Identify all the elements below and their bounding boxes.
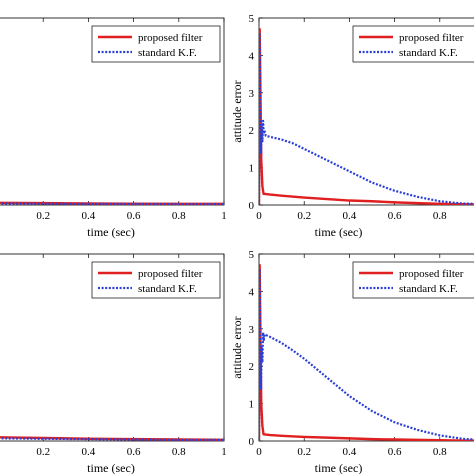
x-tick-label: 1: [221, 446, 227, 458]
y-axis-label: attitude error: [230, 80, 244, 142]
legend-box: [352, 261, 474, 299]
x-axis-label: time (sec): [87, 225, 135, 239]
chart-top-right: 0 0.2 0.4 0.6 0.8 0 1 2 3 4 5 time (sec) attitude er…: [230, 13, 474, 239]
x-tick-label: 0.6: [388, 210, 402, 222]
y-tick-label: 4: [249, 50, 255, 62]
series-line-standard-kf: [259, 31, 474, 205]
legend-box: [91, 261, 221, 299]
chart-bottom-left: 0.2 0.4 0.6 0.8 1 time (sec) proposed filter st…: [0, 253, 227, 474]
y-tick-label: 2: [249, 361, 255, 373]
y-tick-label: 1: [249, 399, 255, 411]
y-tick-label: 3: [249, 324, 255, 336]
y-tick-label: 3: [249, 88, 255, 100]
x-tick-label: 0.6: [388, 446, 402, 458]
legend-label: proposed filter: [138, 268, 203, 280]
x-tick-label: 0.2: [36, 446, 50, 458]
y-tick-label: 0: [249, 200, 255, 212]
legend-box: [352, 25, 474, 63]
series-line-standard-kf: [259, 267, 474, 441]
y-tick-label: 2: [249, 125, 255, 137]
legend-label: proposed filter: [399, 32, 464, 44]
x-tick-label: 0.4: [82, 446, 96, 458]
legend-label: standard K.F.: [138, 47, 197, 59]
x-tick-label: 0.2: [297, 210, 311, 222]
legend-label: proposed filter: [138, 32, 203, 44]
legend-label: proposed filter: [399, 268, 464, 280]
x-axis-label: time (sec): [87, 461, 135, 474]
x-tick-label: 0.4: [343, 446, 357, 458]
x-tick-label: 0.6: [127, 210, 141, 222]
y-tick-label: 5: [249, 249, 255, 261]
series-line-standard-kf: [0, 202, 224, 205]
x-tick-label: 0.2: [36, 210, 50, 222]
y-tick-label: 1: [249, 163, 255, 175]
x-axis-label: time (sec): [315, 461, 363, 474]
legend-label: standard K.F.: [399, 47, 458, 59]
x-tick-label: 0.4: [343, 210, 357, 222]
chart-bottom-right: 0 0.2 0.4 0.6 0.8 0 1 2 3 4 5 time (sec) attitude er…: [230, 249, 474, 474]
x-axis-label: time (sec): [315, 225, 363, 239]
legend-label: standard K.F.: [138, 283, 197, 295]
x-tick-label: 0.4: [82, 210, 96, 222]
x-tick-label: 0.8: [433, 446, 447, 458]
x-tick-label: 0.2: [297, 446, 311, 458]
x-tick-label: 0.8: [172, 446, 186, 458]
series-line-standard-kf: [0, 437, 224, 441]
y-tick-label: 0: [249, 436, 255, 448]
legend-label: standard K.F.: [399, 283, 458, 295]
y-axis-label: attitude error: [230, 316, 244, 378]
y-tick-label: 5: [249, 13, 255, 25]
x-tick-label: 0: [256, 446, 262, 458]
x-tick-label: 0.8: [433, 210, 447, 222]
x-tick-label: 0.8: [172, 210, 186, 222]
x-tick-label: 0: [256, 210, 262, 222]
chart-top-left: 0.2 0.4 0.6 0.8 1 time (sec) proposed filter st…: [0, 17, 227, 239]
legend-box: [91, 25, 221, 63]
x-tick-label: 1: [221, 210, 227, 222]
y-tick-label: 4: [249, 286, 255, 298]
x-tick-label: 0.6: [127, 446, 141, 458]
